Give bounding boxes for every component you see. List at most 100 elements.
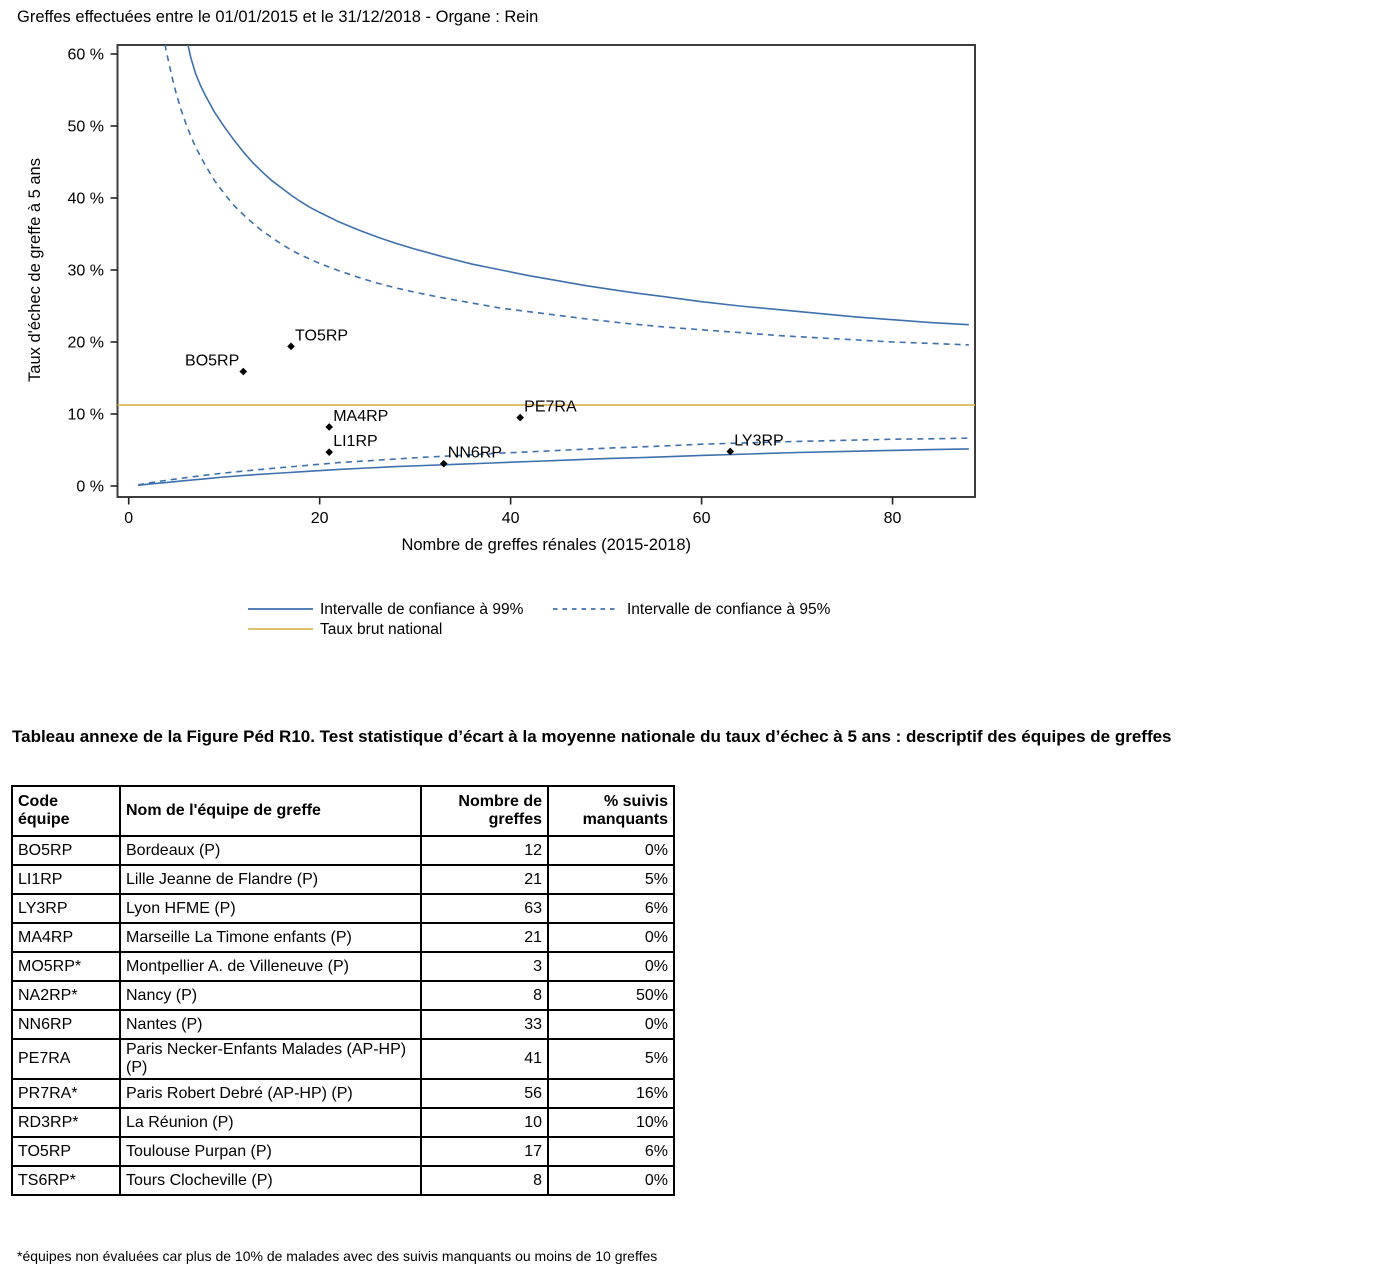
x-axis-label: Nombre de greffes rénales (2015-2018) bbox=[401, 536, 691, 554]
chart-title: Greffes effectuées entre le 01/01/2015 e… bbox=[17, 8, 539, 26]
team-code-cell: MA4RP bbox=[11, 922, 121, 953]
point-LI1RP bbox=[325, 448, 334, 456]
team-code-cell: TO5RP bbox=[11, 1136, 121, 1167]
graft-count-cell: 63 bbox=[420, 893, 549, 924]
team-name-cell: Nancy (P) bbox=[119, 980, 422, 1011]
team-code-cell: PR7RA* bbox=[11, 1078, 121, 1109]
point-label-NN6RP: NN6RP bbox=[448, 445, 502, 462]
graft-count-cell: 10 bbox=[420, 1107, 549, 1138]
point-label-LI1RP: LI1RP bbox=[333, 433, 377, 450]
legend-label: Intervalle de confiance à 95% bbox=[627, 601, 831, 618]
table-footnote: *équipes non évaluées car plus de 10% de… bbox=[17, 1248, 658, 1264]
point-PE7RA bbox=[516, 413, 524, 422]
table-row: PE7RA Paris Necker-Enfants Malades (AP-HP… bbox=[11, 1038, 675, 1080]
table-header: Code équipe Nom de l'équipe de greffe Nomb… bbox=[11, 785, 675, 837]
legend-label: Intervalle de confiance à 99% bbox=[320, 601, 524, 618]
graft-count-cell: 33 bbox=[420, 1009, 549, 1040]
y-tick-label: 30 % bbox=[68, 263, 104, 280]
point-LY3RP bbox=[726, 447, 735, 456]
team-code-cell: NA2RP* bbox=[11, 980, 121, 1011]
table-header-row: Code équipe Nom de l'équipe de greffe Nomb… bbox=[11, 785, 675, 837]
point-TO5RP bbox=[287, 342, 295, 351]
y-axis-label: Taux d'échec de greffe à 5 ans bbox=[26, 158, 44, 382]
table-body: BO5RP Bordeaux (P) 12 0% LI1RP Lille Jeanne d… bbox=[11, 835, 675, 1196]
team-name-cell: Montpellier A. de Villeneuve (P) bbox=[119, 951, 422, 982]
team-name-cell: Bordeaux (P) bbox=[119, 835, 422, 866]
point-label-MA4RP: MA4RP bbox=[333, 408, 388, 425]
point-label-PE7RA: PE7RA bbox=[524, 399, 577, 416]
y-tick-label: 60 % bbox=[68, 47, 104, 64]
missing-followup-cell: 0% bbox=[547, 1165, 675, 1196]
x-tick-label: 80 bbox=[884, 510, 902, 527]
table-row: LY3RP Lyon HFME (P) 63 6% bbox=[11, 893, 675, 924]
team-name-cell: Paris Robert Debré (AP-HP) (P) bbox=[119, 1078, 422, 1109]
plot-border bbox=[116, 44, 976, 498]
curve-ci99-upper bbox=[187, 45, 969, 326]
legend-label: Taux brut national bbox=[320, 621, 442, 638]
y-tick-label: 40 % bbox=[68, 191, 104, 208]
graft-count-cell: 56 bbox=[420, 1078, 549, 1109]
graft-count-cell: 8 bbox=[420, 1165, 549, 1196]
table-row: NN6RP Nantes (P) 33 0% bbox=[11, 1009, 675, 1040]
team-code-cell: BO5RP bbox=[11, 835, 121, 866]
y-tick-label: 10 % bbox=[68, 407, 104, 424]
team-name-cell: Marseille La Timone enfants (P) bbox=[119, 922, 422, 953]
missing-followup-cell: 6% bbox=[547, 1136, 675, 1167]
table-title: Tableau annexe de la Figure Péd R10. Tes… bbox=[12, 727, 1172, 746]
x-tick-label: 60 bbox=[693, 510, 711, 527]
table-row: TO5RP Toulouse Purpan (P) 17 6% bbox=[11, 1136, 675, 1167]
y-tick-label: 0 % bbox=[76, 479, 104, 496]
table-row: MA4RP Marseille La Timone enfants (P) 21 0% bbox=[11, 922, 675, 953]
missing-followup-cell: 6% bbox=[547, 893, 675, 924]
team-name-cell: Nantes (P) bbox=[119, 1009, 422, 1040]
table-row: BO5RP Bordeaux (P) 12 0% bbox=[11, 835, 675, 866]
missing-followup-cell: 0% bbox=[547, 951, 675, 982]
y-tick-label: 50 % bbox=[68, 119, 104, 136]
team-code-cell: TS6RP* bbox=[11, 1165, 121, 1196]
curve-ci99-lower bbox=[138, 448, 969, 487]
table-row: PR7RA* Paris Robert Debré (AP-HP) (P) 56 16… bbox=[11, 1078, 675, 1109]
team-name-cell: Lyon HFME (P) bbox=[119, 893, 422, 924]
table-row: TS6RP* Tours Clocheville (P) 8 0% bbox=[11, 1165, 675, 1196]
missing-followup-cell: 0% bbox=[547, 1009, 675, 1040]
curve-ci95-upper bbox=[164, 45, 969, 346]
missing-followup-cell: 0% bbox=[547, 835, 675, 866]
team-code-cell: LI1RP bbox=[11, 864, 121, 895]
curves-group bbox=[117, 45, 975, 487]
table-row: RD3RP* La Réunion (P) 10 10% bbox=[11, 1107, 675, 1138]
table-row: MO5RP* Montpellier A. de Villeneuve (P) 3 0… bbox=[11, 951, 675, 982]
x-tick-label: 20 bbox=[311, 510, 329, 527]
teams-table: Code équipe Nom de l'équipe de greffe Nomb… bbox=[11, 785, 675, 1196]
table-row: NA2RP* Nancy (P) 8 50% bbox=[11, 980, 675, 1011]
team-code-cell: MO5RP* bbox=[11, 951, 121, 982]
curve-ci95-lower bbox=[138, 437, 969, 486]
team-code-cell: PE7RA bbox=[11, 1038, 121, 1080]
graft-count-cell: 12 bbox=[420, 835, 549, 866]
graft-count-cell: 41 bbox=[420, 1038, 549, 1080]
x-tick-label: 40 bbox=[502, 510, 520, 527]
graft-count-cell: 3 bbox=[420, 951, 549, 982]
team-name-cell: La Réunion (P) bbox=[119, 1107, 422, 1138]
point-label-TO5RP: TO5RP bbox=[295, 327, 348, 344]
team-name-cell: Toulouse Purpan (P) bbox=[119, 1136, 422, 1167]
missing-followup-cell: 10% bbox=[547, 1107, 675, 1138]
missing-followup-cell: 50% bbox=[547, 980, 675, 1011]
table-row: LI1RP Lille Jeanne de Flandre (P) 21 5% bbox=[11, 864, 675, 895]
column-header: % suivis manquants bbox=[547, 785, 675, 837]
point-NN6RP bbox=[439, 459, 448, 468]
missing-followup-cell: 5% bbox=[547, 1038, 675, 1080]
graft-count-cell: 17 bbox=[420, 1136, 549, 1167]
point-MA4RP bbox=[325, 423, 334, 431]
graft-count-cell: 21 bbox=[420, 864, 549, 895]
missing-followup-cell: 16% bbox=[547, 1078, 675, 1109]
x-tick-label: 0 bbox=[124, 510, 133, 527]
team-code-cell: LY3RP bbox=[11, 893, 121, 924]
point-BO5RP bbox=[239, 367, 248, 376]
team-name-cell: Lille Jeanne de Flandre (P) bbox=[119, 864, 422, 895]
team-code-cell: RD3RP* bbox=[11, 1107, 121, 1138]
graft-count-cell: 8 bbox=[420, 980, 549, 1011]
funnel-plot: 0 % 10 % 20 % 30 % 40 % 50 % 60 % 0 20 40 60 80 Nomb… bbox=[26, 44, 976, 638]
y-tick-label: 20 % bbox=[68, 335, 104, 352]
graft-count-cell: 21 bbox=[420, 922, 549, 953]
